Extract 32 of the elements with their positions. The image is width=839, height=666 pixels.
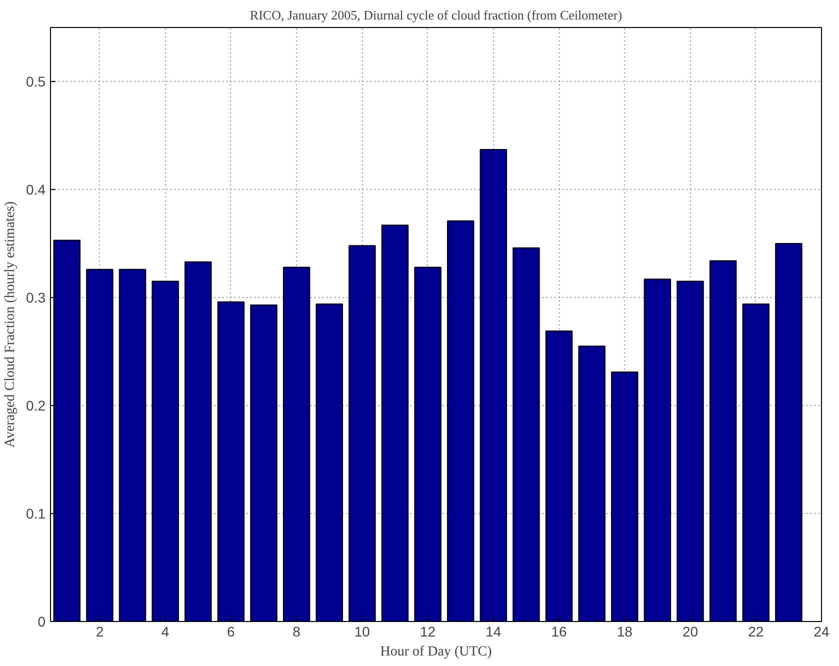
bar [250,304,278,622]
y-tick-label: 0.1 [26,506,46,522]
x-tick-label: 6 [227,624,236,640]
y-tick-label: 0.5 [26,74,46,90]
bar [775,243,802,622]
x-axis-title: Hour of Day (UTC) [380,644,492,660]
bar [446,220,474,622]
y-tick-label: 0.4 [26,182,46,198]
bar [644,278,672,622]
bar [512,247,540,622]
x-tick-label: 22 [748,624,764,640]
y-tick-label: 0.2 [26,398,46,414]
x-tick-label: 18 [616,624,633,640]
x-tick-label: 2 [96,624,104,640]
x-tick-label: 24 [814,624,830,640]
y-tick-label: 0 [38,614,46,630]
chart-title: RICO, January 2005, Diurnal cycle of cloud fraction (from Ceilometer) [250,8,622,22]
bar [184,261,212,622]
y-tick-label: 0.3 [26,290,46,306]
bar [118,268,146,622]
bar [709,260,737,622]
bar [381,224,409,622]
x-tick-label: 16 [551,624,568,640]
bar [578,346,606,622]
x-tick-label: 14 [486,624,502,640]
x-tick-label: 8 [292,624,301,640]
x-tick-label: 4 [161,624,170,640]
bar [316,303,343,622]
y-axis-title: Averaged Cloud Fraction (hourly estimates) [3,201,18,448]
x-tick-label: 12 [420,624,436,640]
x-tick-label: 10 [354,624,370,640]
x-tick-label: 20 [682,624,698,640]
